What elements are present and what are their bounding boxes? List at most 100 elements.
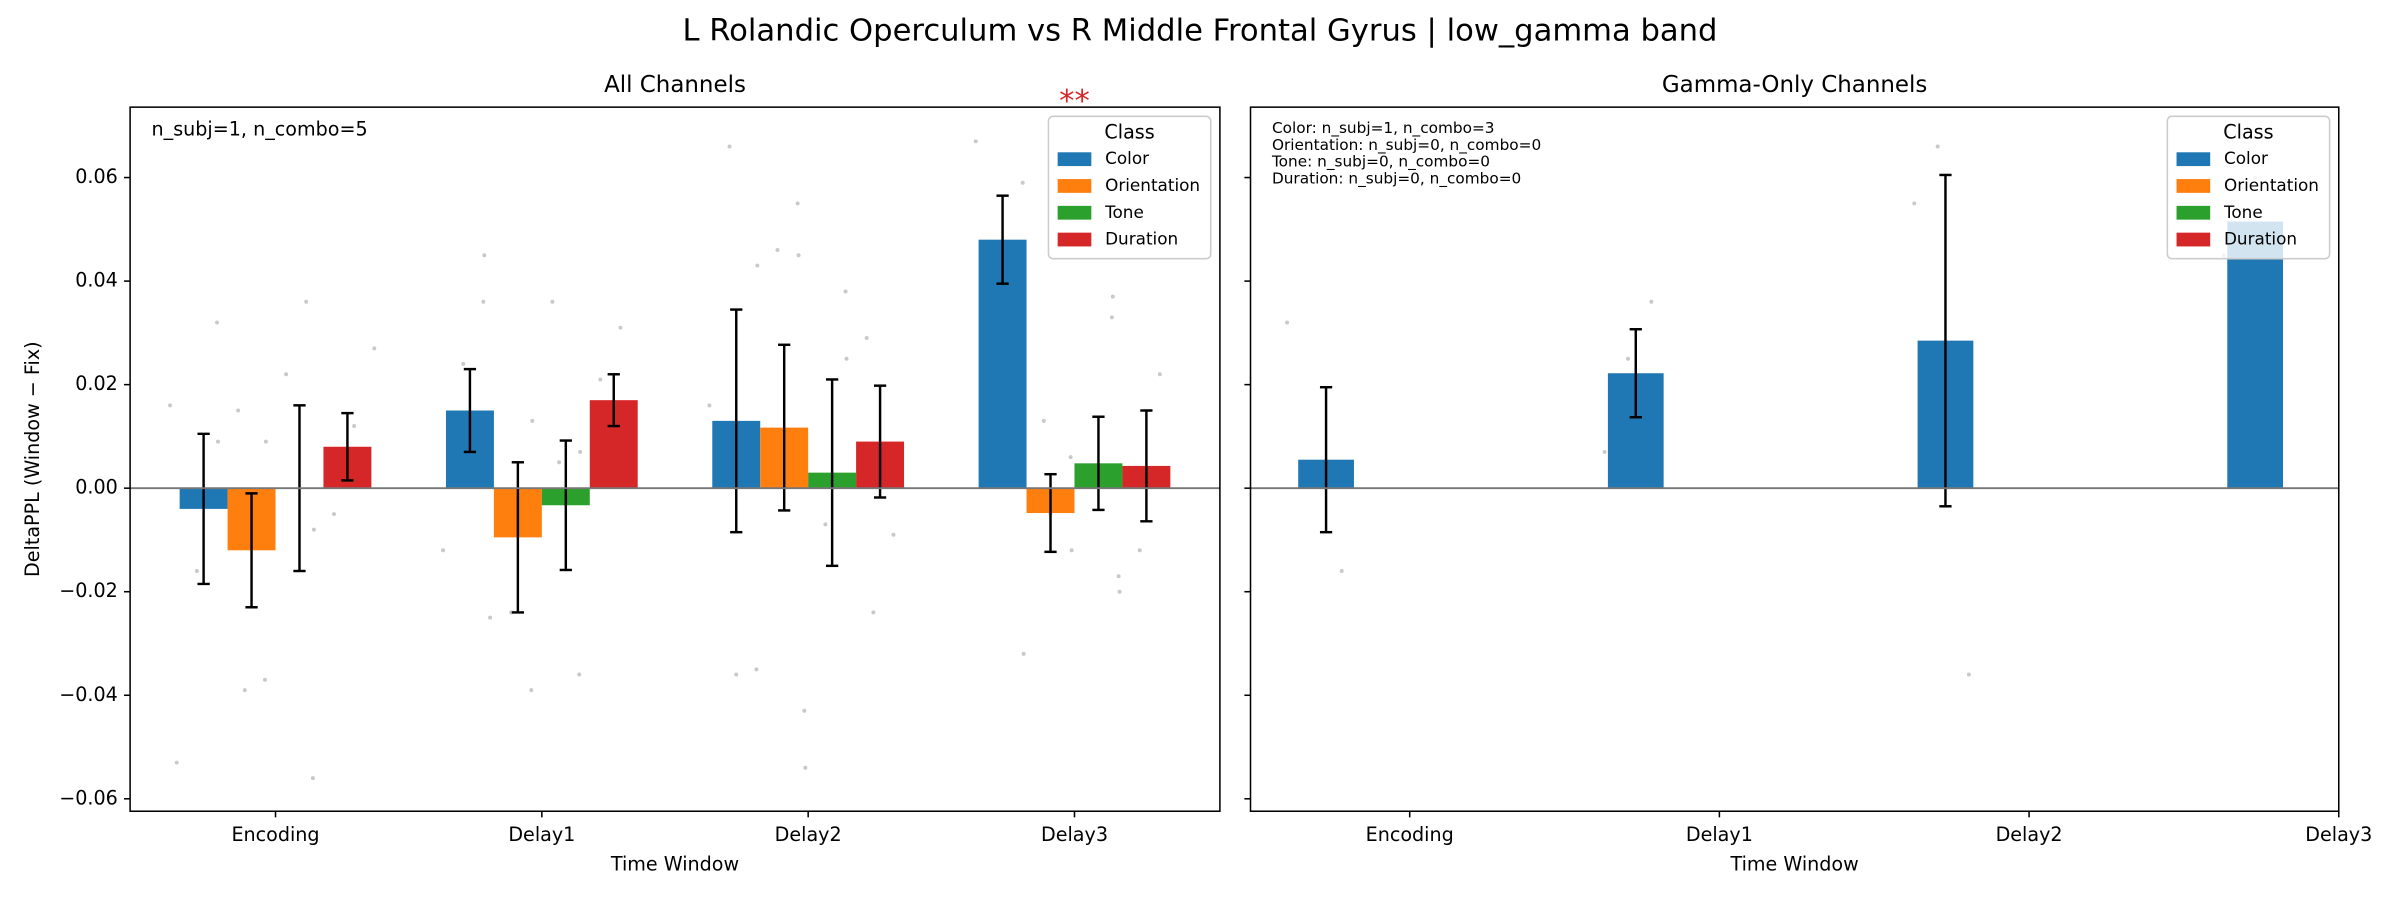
data-point [844,356,849,361]
data-point [311,527,316,532]
error-bar [607,373,620,428]
legend-swatch [2176,232,2211,247]
error-bar [341,411,354,482]
data-point [1109,315,1114,320]
data-point [864,336,869,341]
data-point [263,439,268,444]
x-axis-label: Time Window [1729,852,1858,875]
data-point [1137,548,1142,553]
data-point [284,372,289,377]
error-bar [197,432,210,586]
error-bar [559,439,572,572]
legend-title: Class [2223,121,2273,144]
data-point [332,512,336,517]
error-bar [463,367,477,454]
x-tick-label: Delay1 [508,823,575,846]
bar [2227,221,2284,489]
data-point [1602,449,1607,454]
plot-area [1285,144,2284,677]
data-point [1649,299,1654,304]
error-bar [778,343,791,512]
y-axis-label: DeltaPPL (Window − Fix) [21,341,44,577]
x-tick-label: Delay1 [1686,823,1753,846]
data-point [796,253,801,258]
x-axis-label: Time Window [610,852,739,875]
data-point [441,548,446,553]
data-point [1110,294,1115,299]
y-tick-label: −0.06 [59,786,118,809]
data-point [262,677,267,682]
data-point [530,418,535,423]
data-point [577,672,582,677]
x-tick-label: Delay3 [2305,823,2372,846]
data-point [550,299,555,304]
data-point [1339,569,1344,573]
legend-swatch [2176,152,2211,167]
data-point [754,667,759,672]
legend-label: Color [2224,148,2268,168]
y-tick-label: 0.04 [75,269,118,292]
y-tick-label: −0.02 [59,579,118,602]
data-point [734,672,739,677]
data-point [557,460,562,465]
legend-label: Orientation [2224,175,2319,195]
legend-label: Tone [2223,202,2263,222]
data-point [727,144,732,149]
legend-label: Duration [2224,229,2297,249]
figure-title: L Rolandic Operculum vs R Middle Frontal… [683,14,1718,49]
data-point [1069,548,1074,553]
data-point [372,346,377,351]
error-bar [730,308,743,534]
legend-swatch [2176,205,2211,220]
y-tick-label: −0.04 [59,683,118,706]
data-point [795,201,800,206]
axes-title: All Channels [604,72,746,98]
legend-swatch [1057,152,1092,167]
legend-label: Color [1105,148,1149,168]
data-point [1041,418,1046,423]
data-point [803,765,808,770]
data-point [482,253,487,258]
data-point [823,522,828,527]
data-point [775,248,780,253]
error-bar [1319,385,1333,534]
error-bar [873,384,887,499]
data-point [215,439,220,444]
x-tick-label: Encoding [231,823,319,846]
error-bar [1140,409,1153,523]
error-bar [826,378,839,568]
x-tick-label: Delay3 [1041,823,1108,846]
info-text: Duration: n_subj=0, n_combo=0 [1272,170,1521,189]
data-point [891,532,896,537]
legend-swatch [1057,205,1092,220]
data-point [1966,672,1971,677]
data-point [1021,651,1026,656]
data-point [215,320,220,325]
data-point [310,776,315,781]
data-point [488,615,493,620]
data-point [304,299,309,304]
data-point [1285,320,1290,325]
data-point [242,688,247,693]
x-tick-label: Delay2 [1996,823,2063,846]
data-point [871,610,876,615]
data-point [973,139,978,144]
data-point [1935,144,1940,149]
data-point [1020,180,1025,185]
legend-swatch [2176,179,2211,193]
data-point [236,408,241,413]
legend-swatch [1057,232,1092,247]
data-point [1068,455,1073,460]
legend-swatch [1057,179,1092,193]
annotation: ** [1059,84,1090,119]
legend: Class Color Orientation Tone Duration [2166,115,2331,260]
legend: Class Color Orientation Tone Duration [1047,115,1212,260]
error-bar [1939,173,1952,508]
legend-label: Tone [1104,202,1144,222]
data-point [1912,201,1917,206]
data-point [707,403,712,408]
data-point [352,424,357,429]
data-point [481,299,486,304]
